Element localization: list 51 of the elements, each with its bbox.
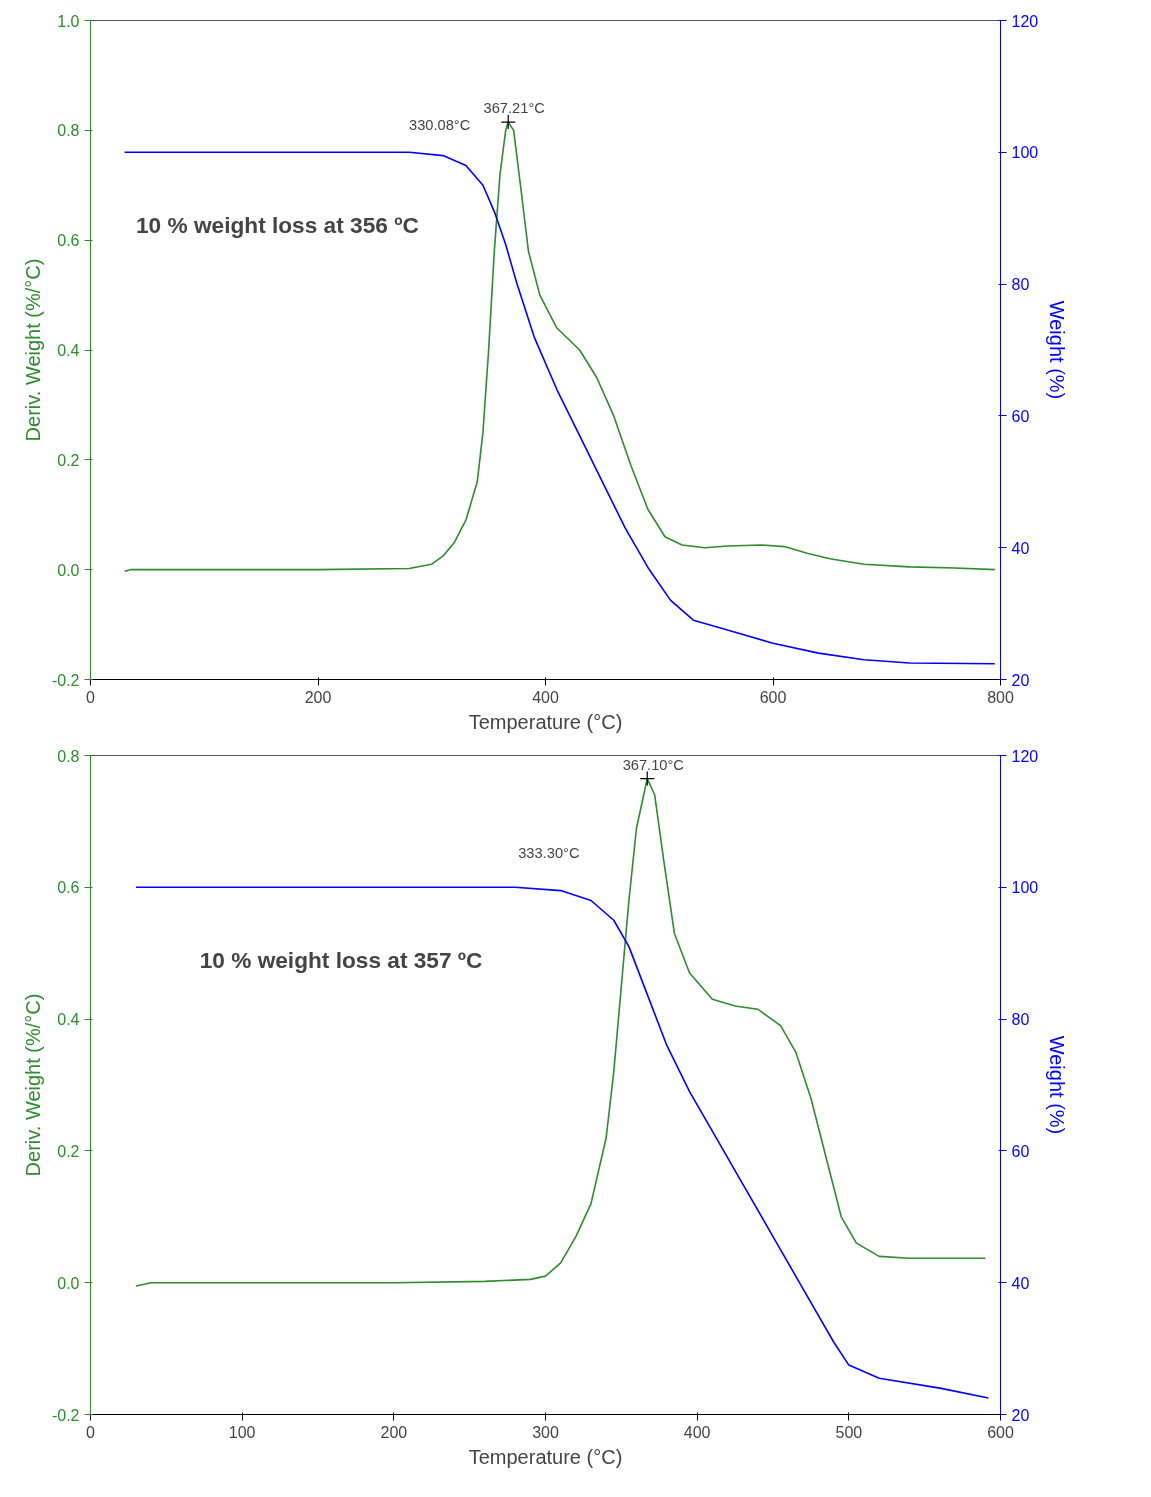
x-tick-label: 0 <box>86 1423 96 1441</box>
x-tick-label: 100 <box>228 1423 256 1441</box>
y2-tick-label: 100 <box>1011 144 1039 162</box>
y-tick-label: 0.0 <box>57 561 80 579</box>
annotation: 10 % weight loss at 356 ºC <box>136 211 419 238</box>
x-tick-label: 600 <box>759 688 787 706</box>
line-series <box>123 151 996 665</box>
annotation: 10 % weight loss at 357 ºC <box>199 946 483 973</box>
annotation: 333.30°C <box>518 844 580 861</box>
y-tick-label: 0.2 <box>57 451 80 469</box>
y-axis-title: Deriv. Weight (%/°C) <box>21 258 44 442</box>
y-tick-label: -0.2 <box>51 671 80 689</box>
y-tick-label: 0.4 <box>57 1011 80 1029</box>
y2-tick-label: 100 <box>1011 879 1039 897</box>
y2-tick-label: 120 <box>1011 12 1039 30</box>
y-tick-label: 0.8 <box>57 122 80 140</box>
y-tick-label: 0.8 <box>57 747 80 765</box>
y-tick-label: 1.0 <box>57 12 80 30</box>
y2-tick-label: 60 <box>1011 1142 1030 1160</box>
y2-axis-title: Weight (%) <box>1046 1035 1069 1135</box>
y-tick-label: -0.2 <box>51 1406 80 1424</box>
y2-tick-label: 80 <box>1011 276 1030 294</box>
annotation: 367.10°C <box>622 756 685 773</box>
x-tick-label: 400 <box>683 1423 711 1441</box>
y2-axis-title: Weight (%) <box>1046 300 1069 400</box>
annotation: 367.21°C <box>483 100 546 117</box>
annotation: 330.08°C <box>409 116 471 133</box>
y2-tick-label: 80 <box>1011 1011 1030 1029</box>
y2-tick-label: 20 <box>1011 671 1030 689</box>
x-tick-label: 800 <box>987 688 1014 706</box>
y-tick-label: 0.6 <box>57 232 80 250</box>
x-tick-label: 200 <box>304 688 332 706</box>
y2-tick-label: 120 <box>1011 747 1039 765</box>
y-tick-label: 0.6 <box>57 879 80 897</box>
x-tick-label: 500 <box>835 1423 863 1441</box>
y-tick-label: 0.4 <box>57 342 80 359</box>
x-axis-title: Temperature (°C) <box>468 1445 623 1468</box>
y2-tick-label: 40 <box>1011 539 1030 557</box>
x-tick-label: 0 <box>86 688 96 706</box>
y2-tick-label: 40 <box>1011 1274 1030 1292</box>
x-tick-label: 200 <box>380 1423 408 1441</box>
y-tick-label: 0.0 <box>57 1274 80 1292</box>
line-series <box>135 886 990 1399</box>
x-tick-label: 300 <box>532 1423 559 1441</box>
x-tick-label: 400 <box>532 688 559 706</box>
y2-tick-label: 60 <box>1011 407 1030 425</box>
x-tick-label: 600 <box>987 1423 1014 1441</box>
y-tick-label: 0.2 <box>57 1142 80 1160</box>
y2-tick-label: 20 <box>1011 1406 1030 1424</box>
y-axis-title: Deriv. Weight (%/°C) <box>21 993 44 1177</box>
x-axis-title: Temperature (°C) <box>468 710 623 733</box>
